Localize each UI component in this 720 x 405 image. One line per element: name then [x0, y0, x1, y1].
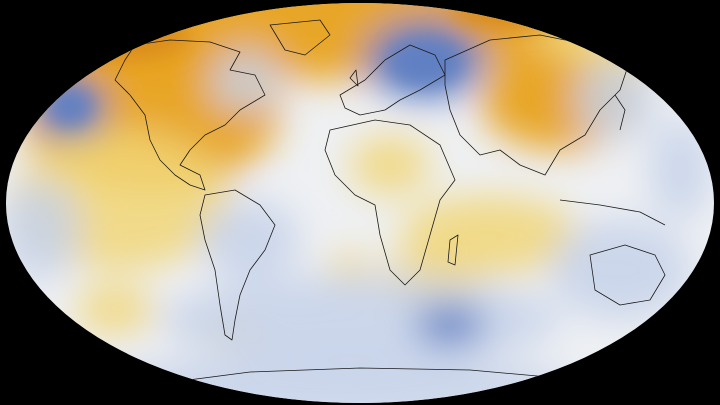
- antarctica-cold: [80, 355, 580, 403]
- north-america-outline: [114, 39, 266, 191]
- south-america-outline: [199, 189, 276, 341]
- greenland-outline: [269, 19, 331, 56]
- sahara-warm: [350, 135, 430, 195]
- south-pacific-warm-streak: [75, 285, 155, 335]
- west-pacific-cold: [6, 180, 80, 280]
- southern-ocean-cold-spot: [415, 305, 485, 345]
- indonesia-outline: [559, 199, 666, 226]
- indian-ocean-warm: [400, 195, 580, 275]
- russia-deep-cold: [390, 40, 460, 84]
- australia-cold: [550, 220, 690, 320]
- hudson-bay-cold: [210, 50, 280, 110]
- pacific-east-cold: [650, 120, 710, 220]
- southern-ocean-cold: [160, 275, 560, 365]
- madagascar-outline: [447, 234, 459, 266]
- uk-outline: [349, 69, 359, 87]
- japan-outline: [614, 94, 626, 131]
- europe-outline: [339, 44, 446, 116]
- australia-outline: [589, 244, 666, 306]
- japan-cold: [575, 60, 655, 140]
- africa-outline: [324, 119, 456, 286]
- south-america-cold: [200, 200, 300, 280]
